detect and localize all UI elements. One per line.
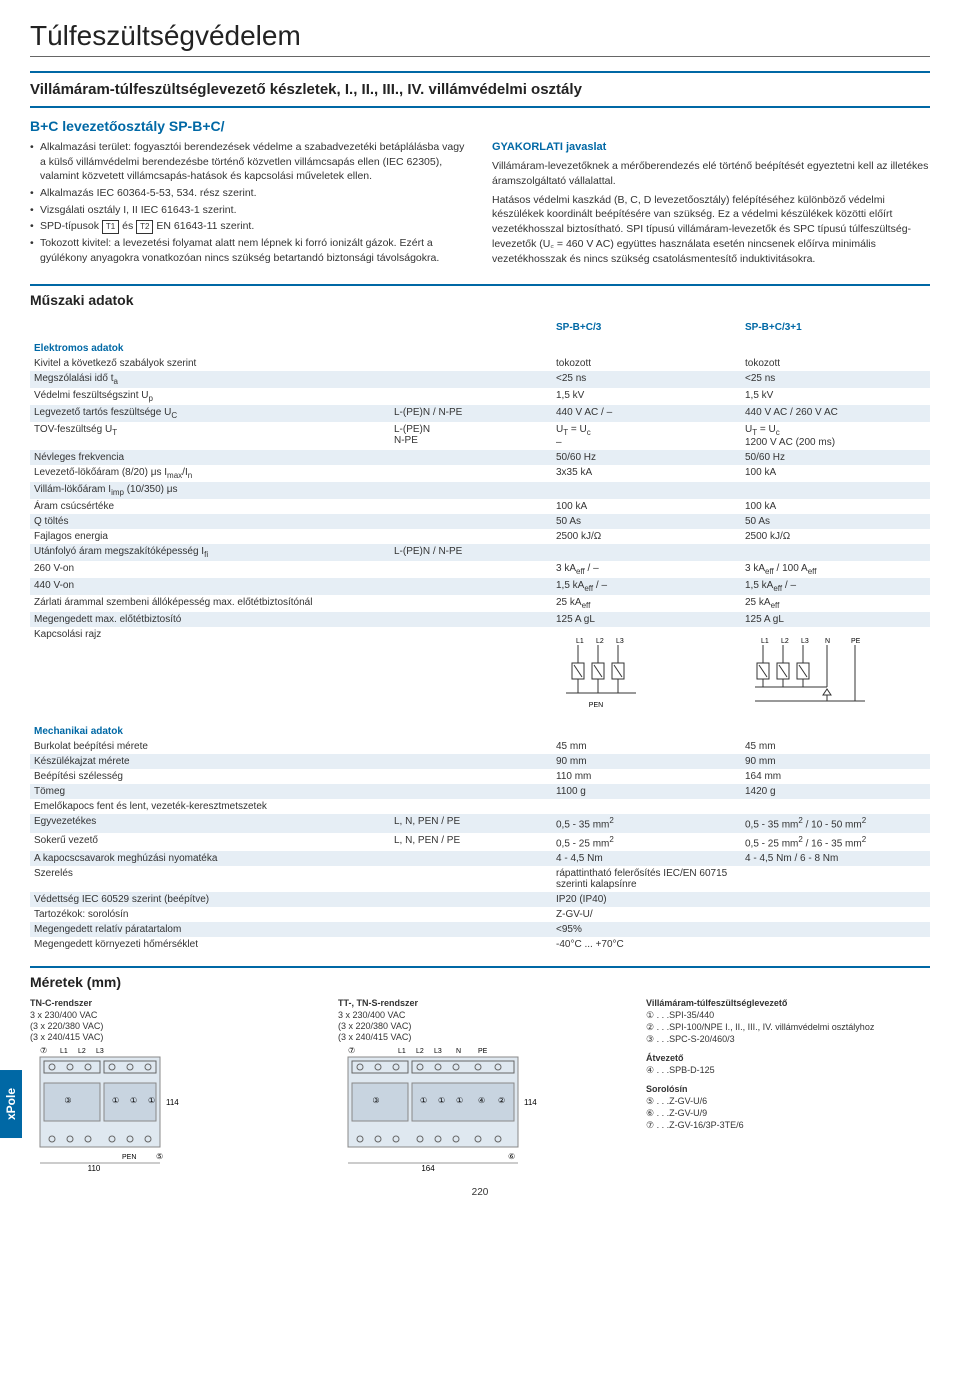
bullet-item: Alkalmazás IEC 60364-5-53, 534. rész sze…: [30, 186, 468, 201]
legend-i1: ② . . .SPI-100/NPE I., II., III., IV. vi…: [646, 1022, 930, 1033]
svg-text:PEN: PEN: [122, 1154, 136, 1161]
tech-table: SP-B+C/3SP-B+C/3+1Elektromos adatokKivit…: [30, 314, 930, 952]
svg-text:③: ③: [64, 1096, 71, 1105]
svg-text:L1: L1: [398, 1048, 406, 1055]
dims-heading: Méretek (mm): [30, 966, 930, 990]
legend-i3-1: ⑥ . . .Z-GV-U/9: [646, 1108, 930, 1119]
page-title: Túlfeszültségvédelem: [30, 20, 930, 57]
class-heading: B+C levezetőosztály SP-B+C/: [30, 118, 930, 134]
svg-text:L3: L3: [434, 1048, 442, 1055]
legend-title: Villámáram-túlfeszültséglevezető: [646, 998, 930, 1008]
legend-title3: Sorolósín: [646, 1084, 930, 1094]
page: xPole Túlfeszültségvédelem Villámáram-tú…: [0, 0, 960, 1218]
svg-text:114: 114: [166, 1098, 179, 1107]
svg-text:②: ②: [498, 1096, 505, 1105]
svg-text:N: N: [825, 638, 830, 645]
bullet-item: Tokozott kivitel: a levezetési folyamat …: [30, 236, 468, 265]
bullet-list: Alkalmazási terület: fogyasztói berendez…: [30, 140, 468, 266]
svg-text:①: ①: [438, 1096, 445, 1105]
left-col: Alkalmazási terület: fogyasztói berendez…: [30, 140, 468, 270]
bullet-item: Alkalmazási terület: fogyasztói berendez…: [30, 140, 468, 184]
sys2-diagram: ⑦ L1 L2 L3 N PE ③ ① ① ① ④ ②: [338, 1043, 622, 1175]
svg-text:①: ①: [112, 1096, 119, 1105]
svg-text:164: 164: [421, 1164, 435, 1173]
legend-i3-0: ⑤ . . .Z-GV-U/6: [646, 1096, 930, 1107]
bullet-item: SPD-típusok T1 és T2 EN 61643-11 szerint…: [30, 219, 468, 234]
sys2-l0: 3 x 230/400 VAC: [338, 1010, 622, 1020]
practical-heading: GYAKORLATI javaslat: [492, 140, 930, 155]
legend-title2: Átvezető: [646, 1053, 930, 1063]
svg-text:N: N: [456, 1048, 461, 1055]
svg-text:110: 110: [88, 1164, 101, 1173]
svg-text:L3: L3: [616, 638, 624, 645]
svg-text:L2: L2: [781, 638, 789, 645]
svg-text:①: ①: [130, 1096, 137, 1105]
svg-text:⑦: ⑦: [40, 1046, 47, 1055]
legend-i2-0: ④ . . .SPB-D-125: [646, 1065, 930, 1076]
sys2-l1: (3 x 220/380 VAC): [338, 1021, 622, 1031]
svg-text:L3: L3: [96, 1048, 104, 1055]
sys1-l0: 3 x 230/400 VAC: [30, 1010, 314, 1020]
svg-text:L1: L1: [761, 638, 769, 645]
subtitle-block: Villámáram-túlfeszültséglevezető készlet…: [30, 71, 930, 108]
practical-body: Villámáram-levezetőknek a mérőberendezés…: [492, 159, 930, 266]
sys1-l2: (3 x 240/415 VAC): [30, 1032, 314, 1042]
sys1-l1: (3 x 220/380 VAC): [30, 1021, 314, 1031]
bullet-item: Vizsgálati osztály I, II IEC 61643-1 sze…: [30, 203, 468, 218]
side-tab: xPole: [0, 1070, 22, 1138]
svg-text:③: ③: [372, 1096, 379, 1105]
svg-text:④: ④: [478, 1096, 485, 1105]
sys2-title: TT-, TN-S-rendszer: [338, 998, 622, 1008]
dims-sys1: TN-C-rendszer 3 x 230/400 VAC (3 x 220/3…: [30, 998, 314, 1175]
svg-text:①: ①: [420, 1096, 427, 1105]
svg-text:PEN: PEN: [589, 702, 603, 709]
subtitle: Villámáram-túlfeszültséglevezető készlet…: [30, 81, 930, 98]
intro-columns: Alkalmazási terület: fogyasztói berendez…: [30, 140, 930, 270]
svg-text:⑤: ⑤: [156, 1152, 163, 1161]
svg-text:L2: L2: [596, 638, 604, 645]
legend-i2: ③ . . .SPC-S-20/460/3: [646, 1034, 930, 1045]
svg-text:L3: L3: [801, 638, 809, 645]
dims-row: TN-C-rendszer 3 x 230/400 VAC (3 x 220/3…: [30, 998, 930, 1175]
page-number: 220: [30, 1187, 930, 1198]
svg-text:①: ①: [148, 1096, 155, 1105]
svg-text:L1: L1: [576, 638, 584, 645]
dims-sys2: TT-, TN-S-rendszer 3 x 230/400 VAC (3 x …: [338, 998, 622, 1175]
sys1-title: TN-C-rendszer: [30, 998, 314, 1008]
right-col: GYAKORLATI javaslat Villámáram-levezetők…: [492, 140, 930, 270]
legend-i3-2: ⑦ . . .Z-GV-16/3P-3TE/6: [646, 1120, 930, 1131]
svg-text:PE: PE: [478, 1048, 488, 1055]
sys2-l2: (3 x 240/415 VAC): [338, 1032, 622, 1042]
sys1-diagram: ⑦ L1 L2 L3 ③ ① ① ①: [30, 1043, 314, 1175]
dims-legend: Villámáram-túlfeszültséglevezető ① . . .…: [646, 998, 930, 1175]
svg-text:PE: PE: [851, 638, 861, 645]
svg-text:L2: L2: [78, 1048, 86, 1055]
tech-heading: Műszaki adatok: [30, 284, 930, 308]
svg-text:①: ①: [456, 1096, 463, 1105]
svg-text:L1: L1: [60, 1048, 68, 1055]
legend-i0: ① . . .SPI-35/440: [646, 1010, 930, 1021]
svg-text:⑥: ⑥: [508, 1152, 515, 1161]
svg-text:114: 114: [524, 1098, 537, 1107]
svg-text:⑦: ⑦: [348, 1046, 355, 1055]
svg-text:L2: L2: [416, 1048, 424, 1055]
